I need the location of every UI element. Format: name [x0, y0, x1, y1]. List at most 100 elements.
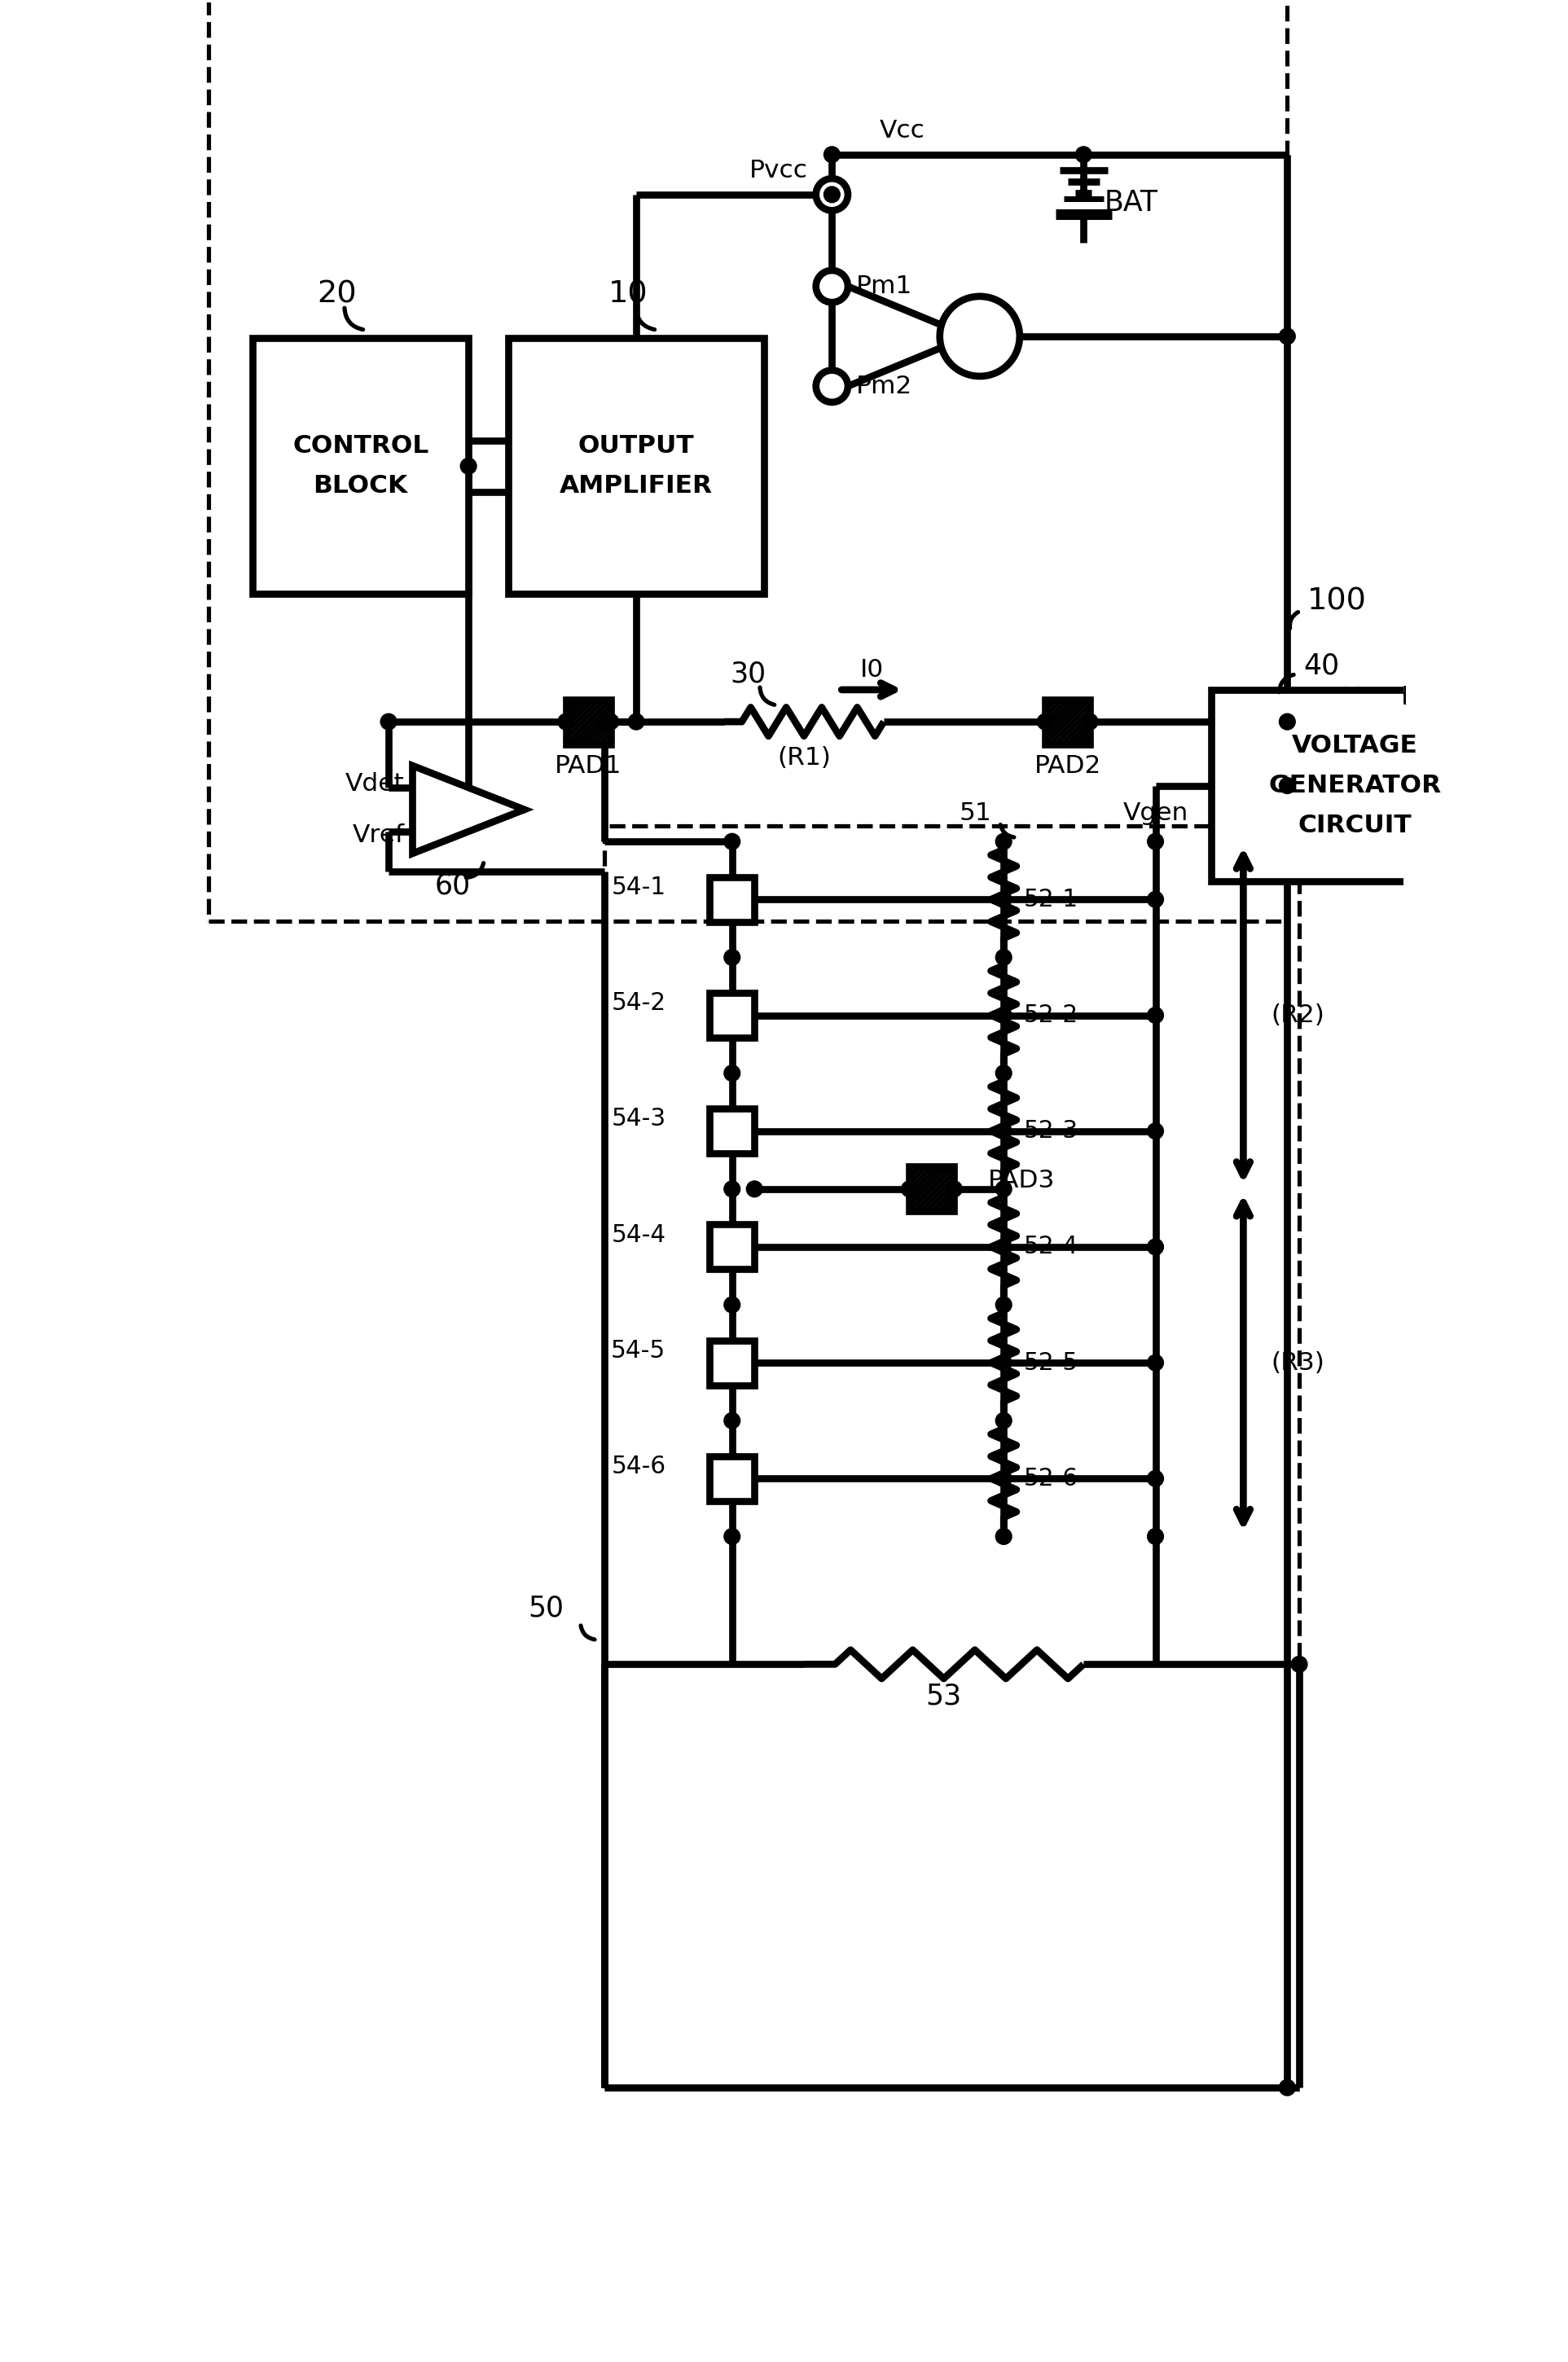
Bar — [710, 1224, 754, 1268]
Circle shape — [1279, 2081, 1295, 2095]
Bar — [710, 1457, 754, 1500]
Text: Vgen: Vgen — [1123, 801, 1189, 824]
Text: 20: 20 — [317, 279, 356, 309]
Text: 54-1: 54-1 — [612, 876, 666, 900]
Bar — [209, 0, 1287, 921]
Circle shape — [724, 1065, 739, 1079]
Circle shape — [1279, 779, 1295, 794]
Circle shape — [1148, 834, 1162, 848]
Circle shape — [558, 716, 574, 730]
Circle shape — [939, 295, 1019, 376]
Text: OUTPUT: OUTPUT — [579, 435, 695, 458]
Circle shape — [997, 1124, 1011, 1138]
Circle shape — [997, 1412, 1011, 1427]
Bar — [710, 992, 754, 1037]
Circle shape — [1279, 328, 1295, 342]
Text: 40: 40 — [1303, 652, 1339, 680]
Text: Vref: Vref — [353, 824, 405, 848]
Circle shape — [724, 1181, 739, 1195]
Circle shape — [597, 716, 612, 730]
Text: PAD2: PAD2 — [1033, 753, 1101, 777]
Circle shape — [1292, 1658, 1306, 1672]
Text: M: M — [964, 321, 996, 352]
Circle shape — [1038, 716, 1052, 730]
Text: (R2): (R2) — [1272, 1004, 1325, 1027]
Bar — [508, 338, 764, 593]
Text: 60: 60 — [434, 872, 470, 900]
Text: 54-6: 54-6 — [612, 1455, 666, 1479]
Circle shape — [997, 1181, 1011, 1195]
Circle shape — [1148, 1356, 1162, 1370]
Circle shape — [947, 1181, 961, 1195]
Text: (R3): (R3) — [1272, 1351, 1325, 1375]
Circle shape — [1076, 146, 1091, 161]
Bar — [909, 1167, 955, 1212]
Text: 52-2: 52-2 — [1024, 1004, 1079, 1027]
Text: VOLTAGE: VOLTAGE — [1292, 735, 1417, 758]
Text: 53: 53 — [925, 1682, 961, 1710]
Circle shape — [997, 1240, 1011, 1254]
Text: Pm2: Pm2 — [856, 376, 913, 399]
Text: 52-6: 52-6 — [1024, 1467, 1079, 1490]
Text: 30: 30 — [731, 659, 767, 687]
Text: 10: 10 — [608, 279, 648, 309]
Bar — [710, 1339, 754, 1384]
Text: Pvcc: Pvcc — [750, 158, 808, 182]
Circle shape — [997, 1528, 1011, 1545]
Bar — [604, 827, 1300, 2088]
Circle shape — [997, 893, 1011, 907]
Circle shape — [825, 146, 839, 161]
Circle shape — [815, 180, 848, 210]
Circle shape — [1148, 1124, 1162, 1138]
Circle shape — [1083, 716, 1098, 730]
Circle shape — [997, 1009, 1011, 1023]
Circle shape — [815, 371, 848, 402]
Circle shape — [381, 716, 395, 730]
Text: PAD1: PAD1 — [555, 753, 622, 777]
Circle shape — [724, 950, 739, 964]
Bar — [1212, 690, 1499, 881]
Text: Pm1: Pm1 — [856, 274, 913, 298]
Circle shape — [748, 1181, 762, 1195]
Circle shape — [997, 950, 1011, 964]
Text: CIRCUIT: CIRCUIT — [1298, 815, 1413, 839]
Text: PAD3: PAD3 — [988, 1169, 1055, 1193]
Polygon shape — [412, 765, 524, 853]
Bar — [252, 338, 469, 593]
Circle shape — [825, 187, 839, 201]
Circle shape — [997, 834, 1011, 848]
Circle shape — [902, 1181, 917, 1195]
Text: 100: 100 — [1308, 588, 1367, 616]
Circle shape — [724, 1528, 739, 1545]
Circle shape — [604, 716, 618, 730]
Circle shape — [997, 1472, 1011, 1486]
Text: 54-5: 54-5 — [612, 1339, 666, 1363]
Text: AMPLIFIER: AMPLIFIER — [560, 475, 713, 498]
Text: I0: I0 — [859, 659, 884, 683]
Text: −: − — [417, 775, 441, 801]
Circle shape — [724, 1297, 739, 1311]
Circle shape — [1148, 1240, 1162, 1254]
Text: (R1): (R1) — [778, 746, 831, 770]
Circle shape — [1279, 716, 1295, 730]
Circle shape — [461, 458, 475, 472]
Circle shape — [724, 1412, 739, 1427]
Text: 54-4: 54-4 — [612, 1224, 666, 1247]
Text: +: + — [417, 817, 441, 846]
Text: Vdet: Vdet — [345, 772, 405, 796]
Circle shape — [1148, 1528, 1162, 1545]
Text: 52-3: 52-3 — [1024, 1120, 1079, 1143]
Text: BLOCK: BLOCK — [314, 475, 408, 498]
Text: GENERATOR: GENERATOR — [1269, 775, 1441, 798]
Text: BAT: BAT — [1104, 189, 1159, 217]
Circle shape — [815, 269, 848, 302]
Text: 52-5: 52-5 — [1024, 1351, 1079, 1375]
Text: 50: 50 — [528, 1594, 564, 1623]
Text: CONTROL: CONTROL — [293, 435, 428, 458]
Bar — [710, 876, 754, 921]
Text: Vcc: Vcc — [880, 118, 925, 142]
Text: 52-4: 52-4 — [1024, 1235, 1079, 1259]
Text: 51: 51 — [960, 801, 991, 824]
Bar — [566, 699, 610, 744]
Text: 54-2: 54-2 — [612, 992, 666, 1016]
